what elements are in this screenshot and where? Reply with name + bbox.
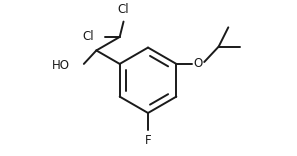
Text: Cl: Cl (82, 30, 94, 44)
Text: O: O (193, 57, 202, 70)
Text: F: F (145, 134, 151, 147)
Text: HO: HO (51, 59, 69, 72)
Text: Cl: Cl (118, 3, 129, 16)
